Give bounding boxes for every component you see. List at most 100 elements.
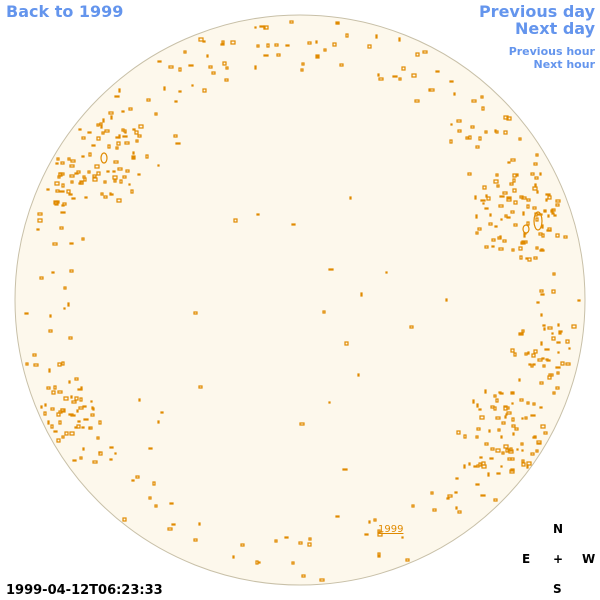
feature-mark [81,237,85,241]
feature-mark [538,232,543,236]
feature-mark [475,483,480,486]
feature-mark [84,196,88,199]
feature-mark [81,136,86,140]
feature-mark [511,417,515,422]
feature-mark [481,461,486,466]
feature-mark [69,269,74,273]
feature-mark [171,523,176,526]
feature-mark [392,75,398,78]
feature-mark [122,135,128,138]
feature-mark [178,67,182,72]
feature-mark [401,536,404,539]
feature-mark [500,218,503,221]
next-day-link[interactable]: Next day [515,19,595,38]
feature-mark [109,458,113,461]
feature-mark [90,413,95,417]
feature-mark [130,189,134,194]
feature-mark [530,172,535,176]
feature-mark [94,164,100,169]
feature-mark [398,77,402,81]
feature-mark [477,227,482,231]
feature-mark [118,88,121,93]
feature-mark [414,99,420,103]
feature-mark [497,428,501,432]
feature-mark [478,408,482,411]
feature-mark [571,324,577,329]
feature-contour [533,211,543,231]
feature-mark [222,61,227,66]
feature-mark [76,409,79,413]
feature-mark [521,196,527,200]
previous-hour-link[interactable]: Previous hour [508,45,595,58]
feature-mark [560,361,565,366]
feature-mark [289,20,294,24]
feature-mark [157,420,160,424]
feature-mark [32,353,37,357]
feature-mark [475,435,479,439]
feature-mark [385,271,388,274]
compass-east: E [522,552,531,566]
feature-mark [409,325,414,329]
feature-mark [504,214,508,218]
feature-mark [132,151,135,155]
feature-mark [550,209,554,213]
feature-mark [526,198,531,202]
feature-mark [69,242,74,245]
feature-mark [301,62,305,66]
feature-mark [531,353,536,358]
feature-mark [90,400,93,403]
feature-mark [255,560,259,565]
feature-mark [536,301,540,304]
feature-mark [565,339,570,344]
next-hour-link[interactable]: Next hour [533,58,596,71]
feature-mark [453,92,456,96]
feature-mark [91,144,96,147]
feature-mark [117,167,123,171]
feature-mark [230,40,236,45]
feature-mark [259,25,265,28]
back-to-year-link[interactable]: Back to 1999 [6,2,124,21]
feature-mark [96,171,101,176]
year-label-link[interactable]: 1999 [378,524,404,535]
feature-mark [507,457,512,461]
feature-mark [357,373,360,377]
feature-mark [510,210,515,214]
feature-mark [148,447,153,450]
feature-mark [349,196,352,200]
feature-mark [109,446,114,449]
feature-mark [537,358,543,362]
feature-mark [526,461,532,466]
feature-mark [266,43,270,48]
feature-mark [175,142,181,145]
feature-mark [193,538,198,542]
feature-mark [534,183,537,186]
feature-mark [163,86,166,91]
feature-mark [104,129,110,133]
feature-mark [516,448,519,451]
feature-mark [83,177,87,182]
feature-mark [291,223,296,226]
feature-mark [503,130,508,135]
previous-day-link[interactable]: Previous day [478,2,595,21]
feature-mark [66,189,71,194]
feature-mark [315,40,318,44]
feature-mark [553,214,557,217]
feature-mark [555,366,561,369]
feature-mark [132,128,136,131]
feature-mark [527,257,532,262]
feature-contours [24,20,581,582]
feature-mark [568,347,571,350]
feature-mark [74,396,79,401]
feature-mark [543,327,546,331]
feature-mark [307,41,312,45]
feature-mark [284,536,289,539]
feature-mark [291,561,295,565]
feature-mark [77,388,83,391]
feature-mark [154,112,158,116]
feature-mark [96,136,101,141]
feature-mark [154,504,158,508]
feature-mark [512,188,517,193]
feature-mark [512,173,517,178]
feature-mark [33,363,39,367]
feature-mark [103,180,107,184]
